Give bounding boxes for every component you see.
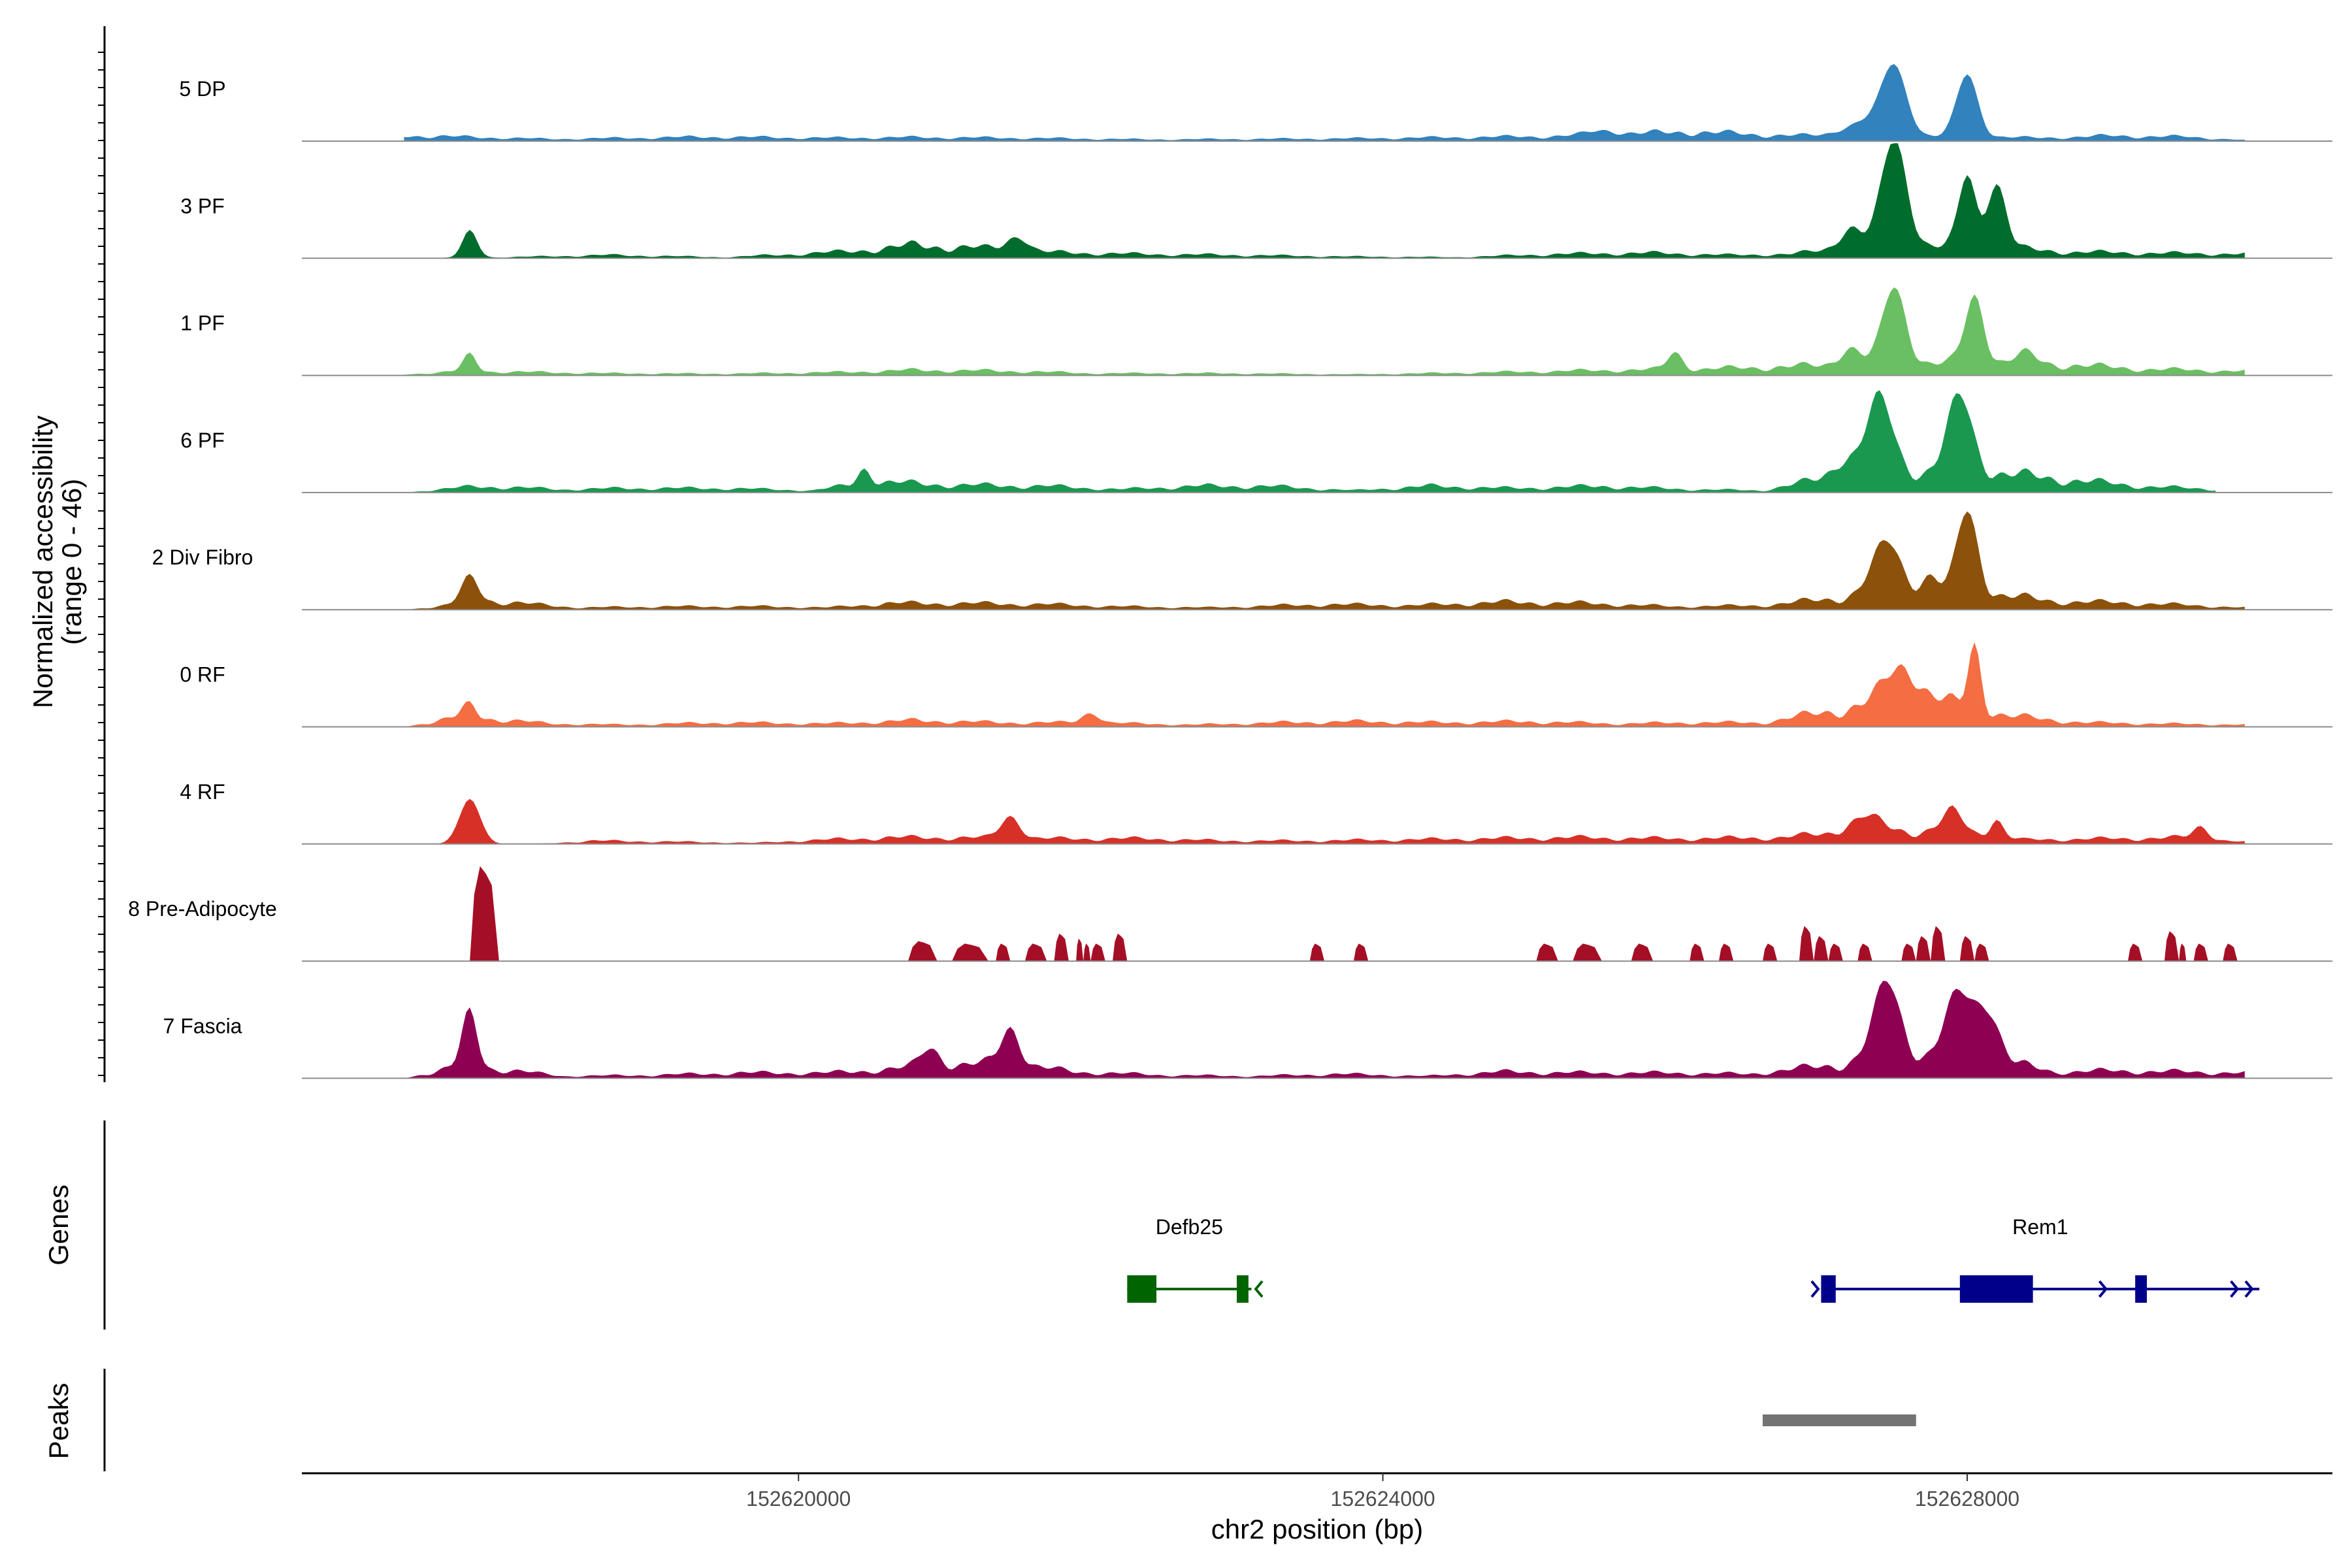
x-tick-label: 152628000 (1915, 1487, 2019, 1511)
gene-label: Defb25 (1156, 1215, 1223, 1239)
coverage-block (2128, 943, 2143, 962)
y-axis: Normalized accessibility(range 0 - 46) (27, 26, 106, 1083)
coverage-block (1799, 926, 1814, 962)
coverage-block (1690, 943, 1705, 962)
coverage-block (470, 866, 499, 962)
coverage-block (1718, 943, 1734, 962)
coverage-area (404, 143, 2245, 259)
coverage-block (1054, 934, 1069, 962)
coverage-block (1828, 943, 1843, 962)
coverage-block (996, 943, 1011, 962)
gene-strand-arrow (2244, 1280, 2254, 1298)
coverage-block (907, 941, 938, 962)
track-6-pf: 6 PF (180, 390, 2332, 493)
coverage-block (1931, 926, 1946, 962)
gene-exon (1237, 1275, 1249, 1303)
track-4-rf: 4 RF (180, 780, 2332, 845)
gene-defb25: Defb25 (1127, 1215, 1264, 1303)
coverage-block (1353, 943, 1369, 962)
track-8-pre-adipocyte: 8 Pre-Adipocyte (128, 866, 2332, 962)
x-axis: 152620000 152624000 152628000 chr2 position… (302, 1472, 2332, 1544)
gene-exon (1127, 1275, 1157, 1303)
track-label: 4 RF (180, 780, 225, 804)
coverage-area (404, 798, 2245, 844)
gene-strand-arrow (2098, 1280, 2108, 1298)
track-label: 3 PF (180, 194, 225, 218)
track-label: 5 DP (179, 77, 225, 101)
coverage-block (1090, 943, 1105, 962)
gene-strand-arrow (2230, 1280, 2240, 1298)
track-label: 1 PF (180, 312, 225, 335)
coverage-block (1024, 943, 1047, 962)
peaks-track-title: Peaks (43, 1383, 74, 1460)
coverage-block (1076, 938, 1084, 962)
gene-exon (1821, 1275, 1836, 1303)
track-0-rf: 0 RF (180, 642, 2332, 728)
gene-rem1: Rem1 (1810, 1215, 2260, 1303)
coverage-block (1309, 943, 1325, 962)
gene-label: Rem1 (2012, 1215, 2068, 1239)
coverage-block (2193, 943, 2208, 962)
coverage-block (1573, 943, 1602, 962)
coverage-block (1083, 943, 1091, 962)
y-axis-title: Normalized accessibility(range 0 - 46) (27, 416, 87, 708)
coverage-area (404, 981, 2245, 1079)
coverage-area (404, 642, 2245, 727)
coverage-block (1113, 934, 1128, 962)
x-axis-title: chr2 position (bp) (1211, 1514, 1424, 1544)
coverage-block (2164, 931, 2180, 962)
coverage-block (1763, 943, 1778, 962)
gene-exon (1959, 1275, 2033, 1303)
track-7-fascia: 7 Fascia (163, 981, 2332, 1079)
track-label: 7 Fascia (163, 1014, 242, 1037)
track-label: 6 PF (180, 429, 225, 452)
gene-strand-arrow (1810, 1280, 1820, 1298)
track-5-dp: 5 DP (179, 64, 2332, 142)
track-label: 2 Div Fibro (152, 546, 253, 569)
coverage-block (1974, 943, 1989, 962)
track-label: 0 RF (180, 663, 225, 687)
gene-exon (2135, 1275, 2148, 1303)
coverage-block (2223, 943, 2238, 962)
coverage-block (1814, 936, 1829, 962)
coverage-block (1901, 943, 1916, 962)
peak-region (1762, 1414, 1916, 1426)
coverage-area (404, 287, 2245, 376)
y-axis-title-line2: (range 0 - 46) (56, 479, 87, 645)
track-label: 8 Pre-Adipocyte (128, 897, 277, 921)
genes-track-title: Genes (43, 1184, 74, 1266)
track-1-pf: 1 PF (180, 287, 2332, 376)
coverage-area (404, 511, 2245, 610)
coverage-block (1916, 936, 1931, 962)
coverage-block (1959, 936, 1975, 962)
coverage-area (404, 390, 2216, 493)
coverage-tracks: 5 DP 3 PF 1 PF 6 PF 2 Div Fibro 0 RF 4 RF 8 Pre… (128, 64, 2332, 1079)
coverage-block (1536, 943, 1558, 962)
track-3-pf: 3 PF (180, 143, 2332, 259)
coverage-block (952, 943, 988, 962)
x-tick-label: 152620000 (746, 1487, 851, 1511)
genes-track: Genes Defb25 Rem1 (43, 1120, 2260, 1330)
peaks-track: Peaks (43, 1369, 1916, 1471)
gene-strand-arrow (1254, 1280, 1264, 1298)
coverage-block (1631, 943, 1654, 962)
coverage-area (404, 64, 2245, 141)
track-2-div-fibro: 2 Div Fibro (152, 511, 2332, 611)
coverage-block (2179, 943, 2187, 962)
coverage-block (1857, 943, 1872, 962)
y-axis-title-line1: Normalized accessibility (27, 416, 58, 708)
x-tick-label: 152624000 (1331, 1487, 1435, 1511)
